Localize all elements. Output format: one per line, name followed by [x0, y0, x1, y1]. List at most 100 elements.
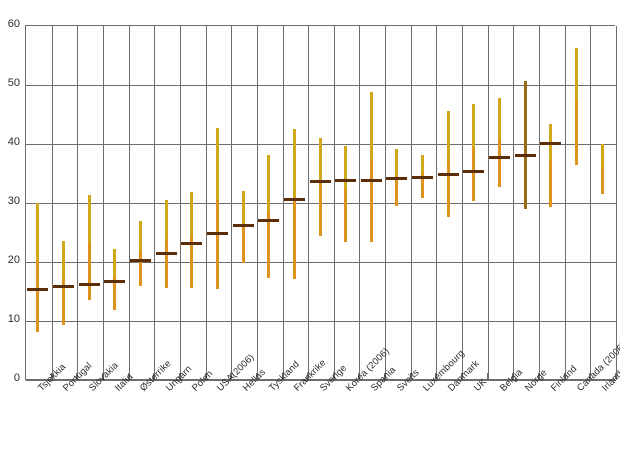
range-bar-inner — [318, 182, 322, 236]
x-axis-tick — [127, 373, 129, 379]
x-axis-tick — [409, 373, 411, 379]
gridline-vertical — [513, 26, 515, 380]
range-bar-inner — [36, 261, 40, 332]
y-tick-label: 60 — [7, 18, 20, 30]
x-axis-tick — [358, 373, 360, 379]
median-marker — [412, 176, 434, 180]
gridline-vertical — [205, 26, 207, 380]
gridline-vertical — [436, 26, 438, 380]
median-marker — [437, 173, 459, 177]
plot-right-border — [616, 26, 617, 380]
range-bar — [523, 81, 527, 210]
median-marker — [463, 170, 485, 174]
y-tick-label: 30 — [7, 195, 20, 207]
gridline-vertical — [308, 26, 310, 380]
y-tick-label: 10 — [7, 313, 20, 325]
gridline-vertical — [410, 26, 412, 380]
median-marker — [78, 282, 100, 286]
x-axis-line — [25, 379, 615, 380]
median-marker — [129, 258, 151, 262]
gridline-vertical — [102, 26, 104, 380]
gridline-vertical — [128, 26, 130, 380]
gridline-vertical — [51, 26, 53, 380]
x-axis-tick — [204, 373, 206, 379]
x-axis-tick — [486, 373, 488, 379]
median-marker — [489, 155, 511, 159]
gridline-vertical — [462, 26, 464, 380]
range-bar-inner — [472, 147, 476, 201]
range-bar-inner — [292, 196, 296, 280]
x-axis-tick — [101, 373, 103, 379]
range-bar-inner — [215, 200, 219, 290]
range-bar-inner — [61, 278, 65, 326]
x-axis-tick — [76, 373, 78, 379]
median-marker — [540, 141, 562, 145]
gridline-vertical — [154, 26, 156, 380]
median-marker — [104, 279, 126, 283]
range-bar-inner — [421, 174, 425, 198]
range-bar-inner — [575, 100, 579, 165]
gridline-horizontal — [26, 380, 616, 381]
x-axis-tick — [281, 373, 283, 379]
x-axis-tick — [50, 373, 52, 379]
range-bar-inner — [113, 276, 117, 310]
gridline-vertical — [539, 26, 541, 380]
median-marker — [206, 232, 228, 236]
y-axis-labels: 0 10 20 30 40 50 60 — [0, 0, 22, 457]
x-axis-tick — [384, 373, 386, 379]
range-bar-inner — [190, 234, 194, 288]
gridline-vertical — [256, 26, 258, 380]
range-bar-inner — [241, 223, 245, 263]
gridline-vertical — [590, 26, 592, 380]
range-bar-inner — [395, 174, 399, 206]
median-marker — [283, 197, 305, 201]
gridline-vertical — [385, 26, 387, 380]
gridline-vertical — [333, 26, 335, 380]
y-tick-label: 20 — [7, 254, 20, 266]
median-marker — [181, 241, 203, 245]
x-axis-tick — [435, 373, 437, 379]
gridline-vertical — [179, 26, 181, 380]
x-axis-tick — [589, 373, 591, 379]
median-marker — [386, 177, 408, 181]
range-bar-inner — [87, 242, 91, 300]
median-marker — [155, 251, 177, 255]
x-axis-tick — [538, 373, 540, 379]
x-axis-tick — [332, 373, 334, 379]
gridline-vertical — [564, 26, 566, 380]
gridline-horizontal — [26, 262, 616, 263]
median-marker — [335, 179, 357, 183]
range-bar-inner — [549, 160, 553, 207]
x-axis-tick — [153, 373, 155, 379]
gridline-vertical — [359, 26, 361, 380]
x-axis-tick — [307, 373, 309, 379]
gridline-vertical — [282, 26, 284, 380]
range-bar-inner — [164, 239, 168, 288]
median-marker — [52, 284, 74, 288]
range-bar-inner — [446, 158, 450, 217]
x-axis-tick — [615, 373, 616, 379]
range-bar-inner — [267, 210, 271, 279]
y-tick-label: 0 — [13, 372, 20, 384]
gridline-horizontal — [26, 321, 616, 322]
x-axis-tick — [230, 373, 232, 379]
range-bar-inner — [344, 189, 348, 243]
median-marker — [27, 287, 49, 291]
median-marker — [309, 180, 331, 184]
range-bar-inner — [600, 166, 604, 195]
median-marker — [258, 219, 280, 223]
gridline-vertical — [487, 26, 489, 380]
range-bar-inner — [498, 138, 502, 188]
x-axis-tick — [178, 373, 180, 379]
gridline-vertical — [77, 26, 79, 380]
gridline-vertical — [231, 26, 233, 380]
x-axis-tick — [255, 373, 257, 379]
y-tick-label: 40 — [7, 136, 20, 148]
x-axis-tick — [563, 373, 565, 379]
median-marker — [232, 223, 254, 227]
y-tick-label: 50 — [7, 77, 20, 89]
gridline-horizontal — [26, 85, 616, 86]
range-bar-inner — [369, 159, 373, 242]
range-bar-inner — [138, 250, 142, 286]
